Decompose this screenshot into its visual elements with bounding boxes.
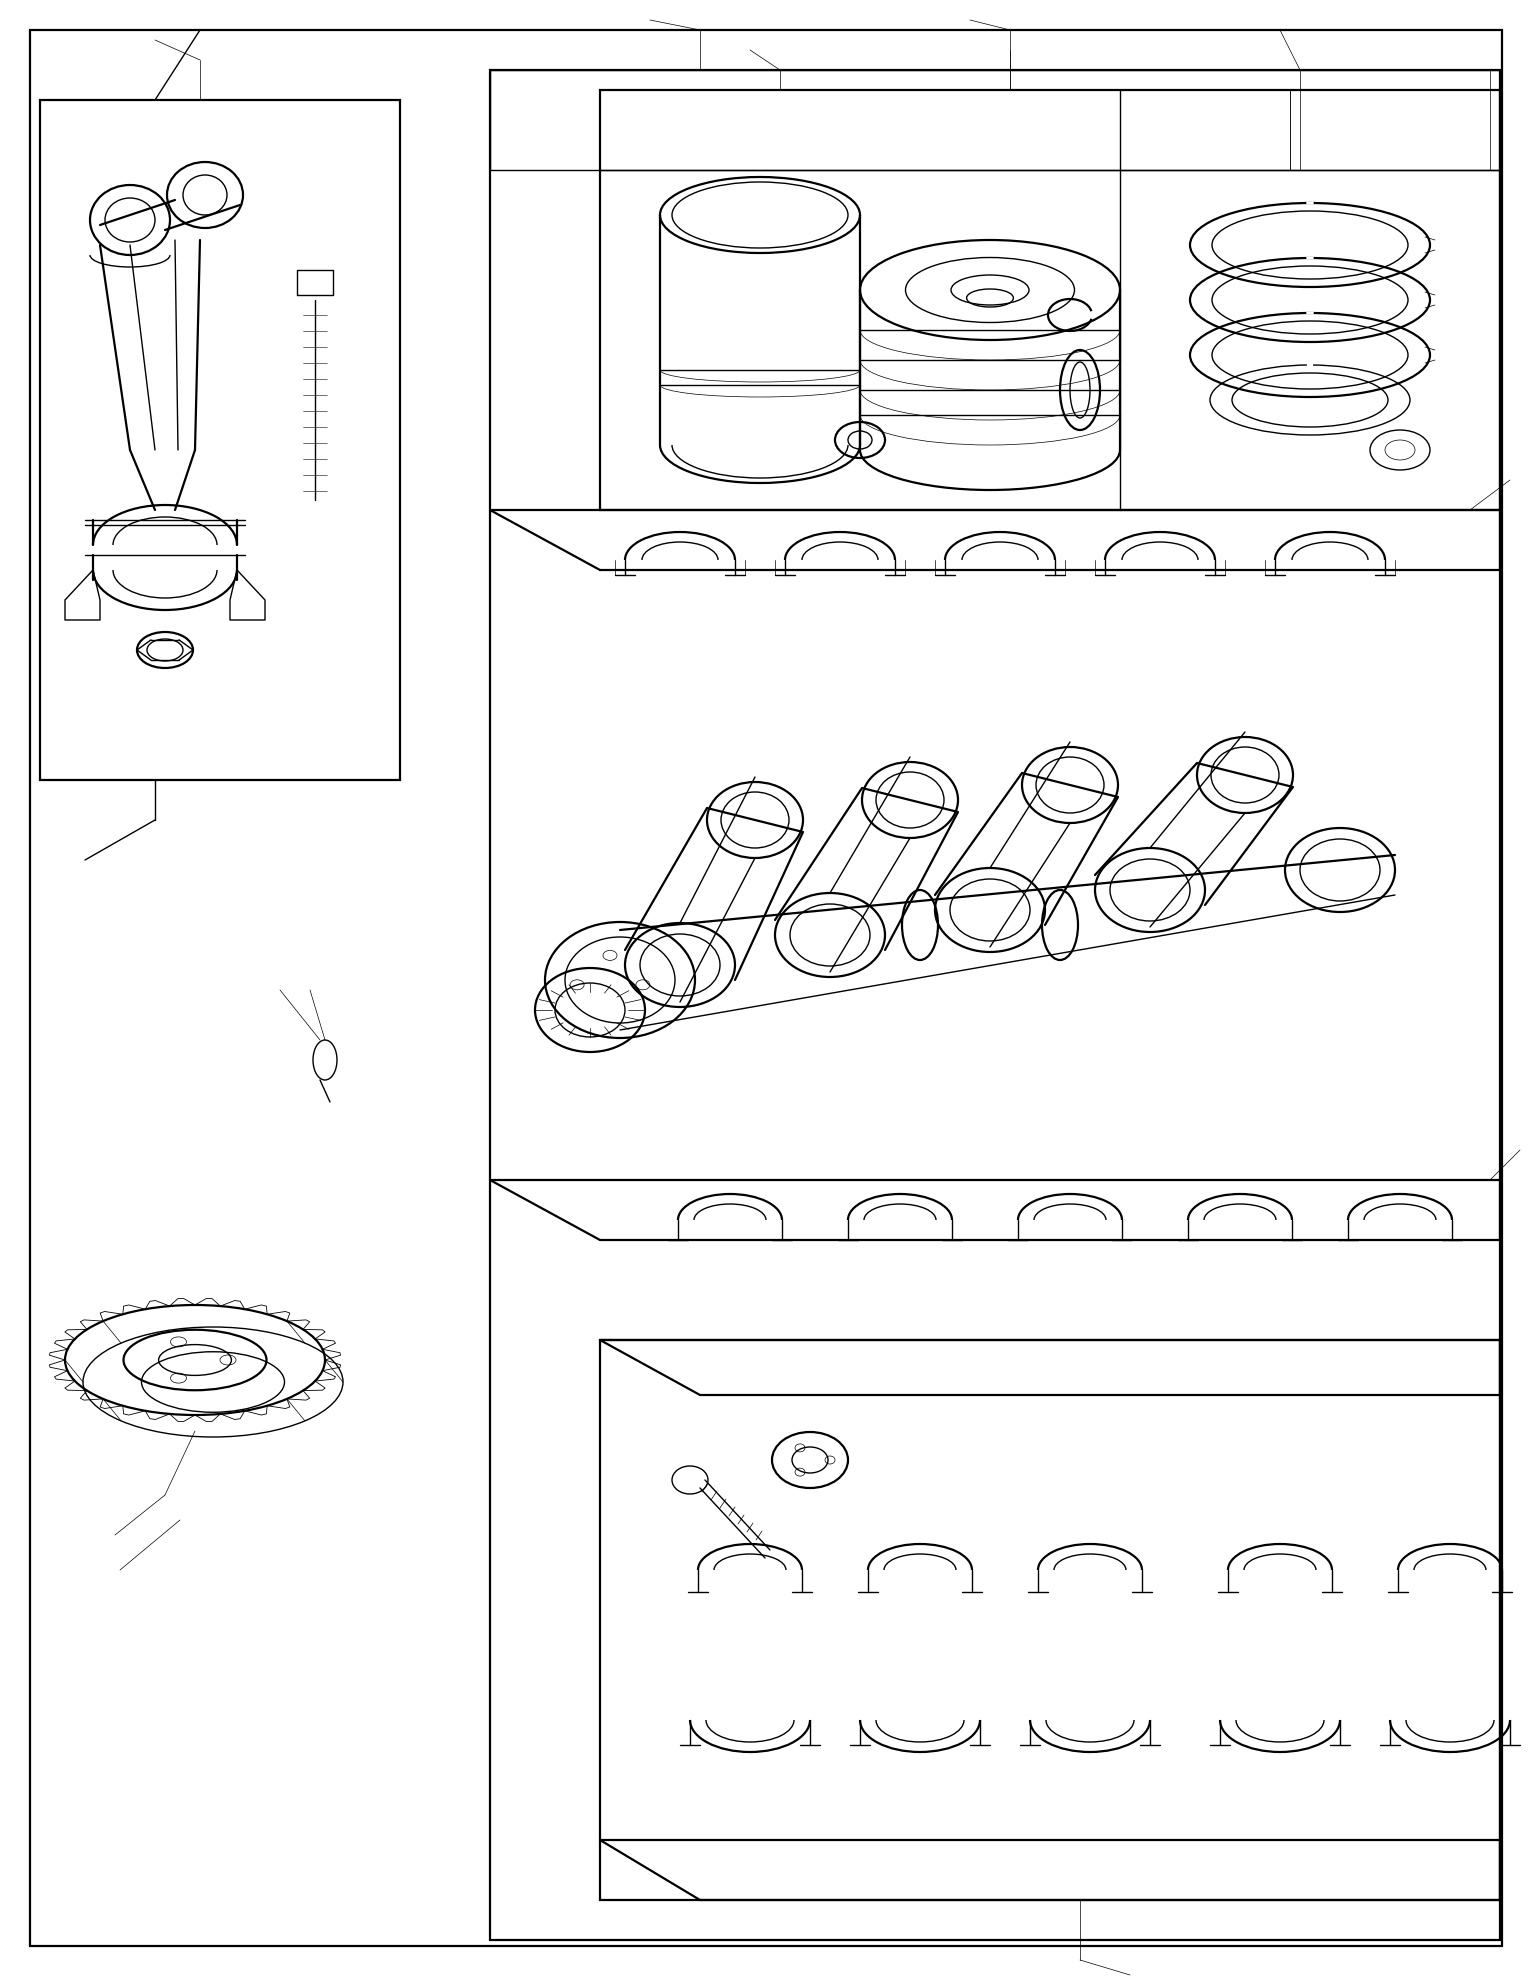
Bar [601,91,1500,510]
Bar [40,101,400,781]
Bar [601,1340,1500,1901]
Bar [490,69,1500,1940]
Bar [490,69,1500,170]
